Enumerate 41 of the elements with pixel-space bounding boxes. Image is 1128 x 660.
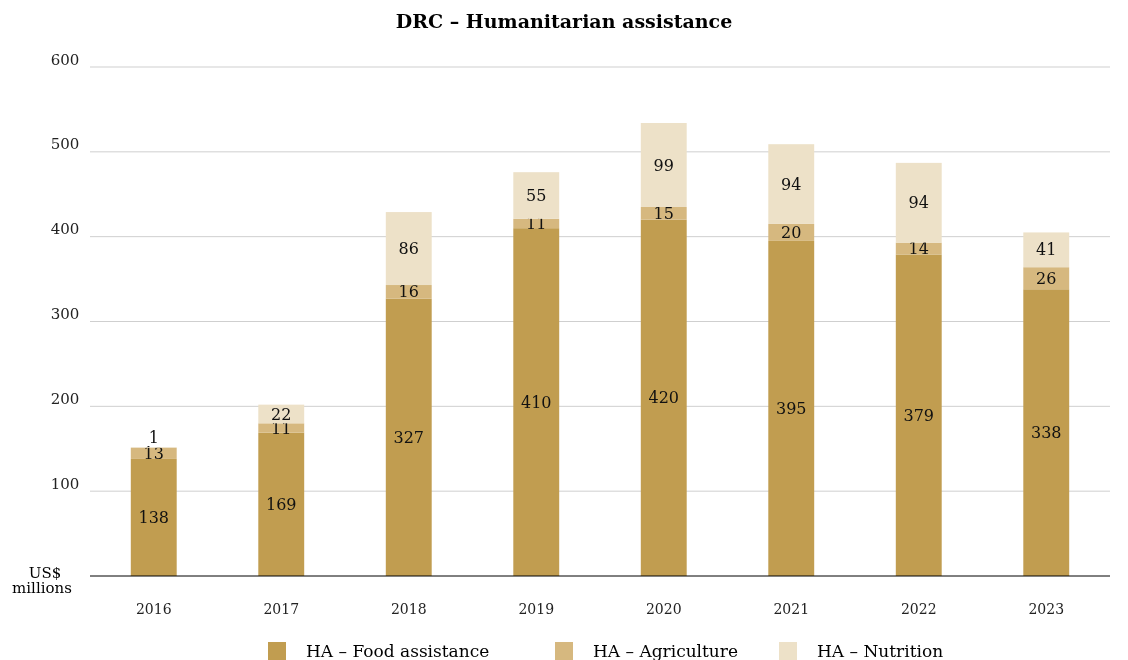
data-label: 379 <box>903 405 935 425</box>
data-label: 41 <box>1036 240 1057 260</box>
chart-title: DRC – Humanitarian assistance <box>395 10 733 32</box>
legend-label: HA – Agriculture <box>593 640 739 660</box>
data-label: 13 <box>143 444 164 464</box>
x-tick-label: 2020 <box>645 600 682 617</box>
x-tick-label: 2019 <box>518 600 555 617</box>
data-label: 55 <box>526 186 547 206</box>
data-label: 86 <box>398 239 419 259</box>
data-label: 1 <box>148 427 159 447</box>
data-label: 94 <box>781 174 802 194</box>
data-label: 338 <box>1030 423 1062 443</box>
data-label: 14 <box>908 239 929 259</box>
data-label: 169 <box>265 494 297 514</box>
data-label: 138 <box>138 508 170 528</box>
y-tick-label: 100 <box>50 474 80 493</box>
data-label: 26 <box>1036 268 1057 288</box>
y-tick-label: 300 <box>50 305 80 323</box>
data-label: 99 <box>653 155 674 175</box>
x-tick-label: 2023 <box>1028 600 1065 617</box>
data-label: 22 <box>271 404 292 424</box>
x-tick-label: 2017 <box>263 600 300 617</box>
y-tick-label: 400 <box>50 220 80 239</box>
y-tick-label: 600 <box>50 50 80 69</box>
data-label: 15 <box>653 203 674 223</box>
data-label: 395 <box>775 399 807 419</box>
x-tick-label: 2018 <box>390 600 427 617</box>
x-tick-label: 2021 <box>773 600 810 617</box>
y-tick-label: 200 <box>50 389 80 408</box>
y-axis-title: US$ millions <box>12 564 72 597</box>
data-label: 327 <box>393 427 425 447</box>
data-label: 410 <box>520 392 552 412</box>
x-tick-label: 2016 <box>135 600 172 617</box>
data-label: 16 <box>398 282 419 302</box>
legend-label: HA – Food assistance <box>306 640 490 660</box>
data-label: 20 <box>781 223 802 243</box>
legend-label: HA – Nutrition <box>817 640 944 660</box>
data-label: 94 <box>908 193 929 213</box>
x-tick-label: 2022 <box>900 600 937 617</box>
y-tick-label: 500 <box>50 135 80 154</box>
data-label: 420 <box>648 388 680 408</box>
